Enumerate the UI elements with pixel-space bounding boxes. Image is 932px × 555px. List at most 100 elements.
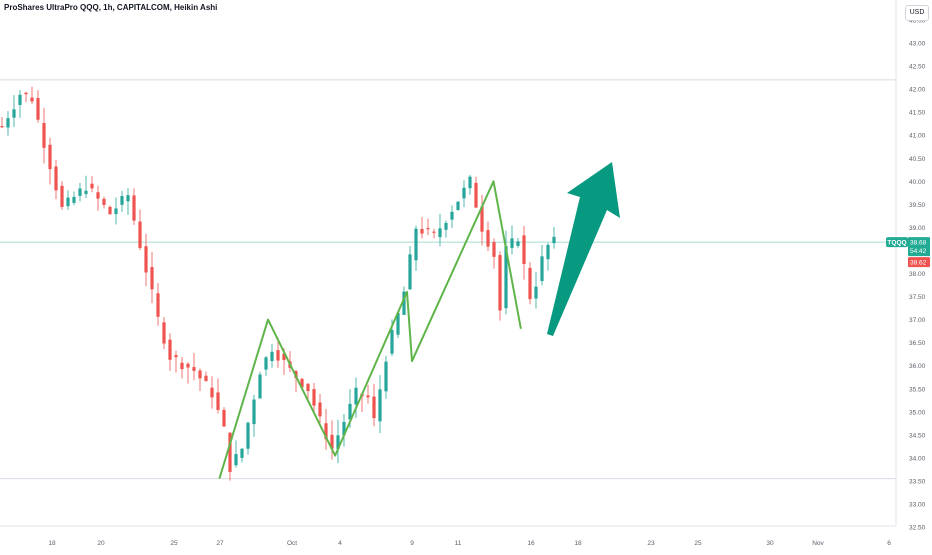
candle-body [336,435,340,449]
candle-body [156,293,160,317]
price-tick-label: 37.00 [909,317,926,324]
candle-body [96,192,100,199]
price-tick-label: 35.50 [909,386,926,393]
candle-body [522,235,526,265]
price-tick-label: 38.00 [909,271,926,278]
price-tick-label: 33.50 [909,478,926,485]
candle-body [246,422,250,449]
time-tick-label: 27 [216,540,224,547]
candlestick-series [0,86,556,481]
candle-body [18,94,22,105]
candle-body [456,201,460,210]
candle-body [534,286,538,299]
symbol-badge [886,237,908,248]
bullish-arrow[interactable] [547,162,620,336]
candle-body [390,330,394,354]
candle-body [306,383,310,392]
candle-body [102,198,106,205]
candle-body [510,238,514,248]
price-tick-label: 42.00 [909,87,926,94]
candle-body [6,118,10,128]
time-tick-label: 9 [410,540,414,547]
last-price-badge [908,237,930,257]
candle-body [354,387,358,405]
candle-body [426,228,430,230]
time-tick-label: 16 [527,540,535,547]
candle-body [108,206,112,215]
time-tick-label: Nov [812,540,824,547]
candle-body [186,363,190,368]
candle-body [312,389,316,406]
candle-body [486,230,490,247]
candle-body [552,236,556,244]
candle-body [162,322,166,344]
candle-body [414,228,418,261]
price-tick-label: 37.50 [909,294,926,301]
candle-body [120,196,124,205]
candle-body [0,126,4,128]
time-tick-label: 4 [338,540,342,547]
candle-body [474,182,478,208]
candle-body [270,351,274,362]
current-bar-price-label: 38.62 [910,260,927,267]
zigzag-pattern-line[interactable] [218,180,522,479]
current-bar-badge [908,257,930,268]
time-tick-label: 20 [97,540,105,547]
candle-body [150,267,154,290]
candle-body [444,222,448,230]
candle-body [228,432,232,472]
candle-body [480,206,484,232]
candle-body [378,389,382,422]
candle-body [330,434,334,449]
price-tick-label: 36.50 [909,340,926,347]
candle-body [468,176,472,189]
candle-body [12,109,16,118]
candle-body [222,409,226,427]
candle-body [60,185,64,207]
candle-body [324,423,328,440]
candle-body [408,254,412,290]
time-tick-label: 11 [455,540,462,547]
candle-body [66,197,70,207]
candle-body [48,144,52,170]
candle-body [240,448,244,458]
candle-body [432,231,436,233]
candle-body [174,355,178,358]
candle-body [300,378,304,388]
price-tick-label: 34.50 [909,432,926,439]
candle-body [168,339,172,360]
time-tick-label: 25 [170,540,178,547]
candle-body [384,361,388,392]
candle-body [144,246,148,273]
candle-body [126,195,130,202]
candle-body [84,190,88,195]
time-axis[interactable]: 18 20 25 27 Oct 4 9 11 16 18 23 25 30 Nov 6 [48,540,891,547]
candle-body [264,357,268,370]
candle-body [258,374,262,399]
candle-body [30,97,34,102]
candle-body [138,221,142,248]
drawing-tools [218,162,620,479]
symbol-label: TQQQ [887,240,906,247]
price-tick-label: 40.50 [909,156,926,163]
candle-body [348,403,352,420]
price-tick-label: 42.50 [909,64,926,71]
candle-body [462,187,466,199]
candle-body [402,291,406,315]
currency-button[interactable]: USD [905,5,929,21]
candle-body [234,454,238,466]
candle-body [528,267,532,300]
time-tick-label: 6 [887,540,891,547]
time-tick-label: 25 [694,540,702,547]
price-tick-label: 39.00 [909,225,926,232]
price-axis[interactable]: 32.50 33.00 33.50 34.00 34.50 35.00 35.50 36.00… [909,17,926,531]
candle-body [372,396,376,419]
price-tick-label: 35.00 [909,409,926,416]
time-tick-label: 23 [647,540,655,547]
time-tick-label: 30 [766,540,774,547]
candle-body [540,256,544,282]
candle-body [210,387,214,398]
